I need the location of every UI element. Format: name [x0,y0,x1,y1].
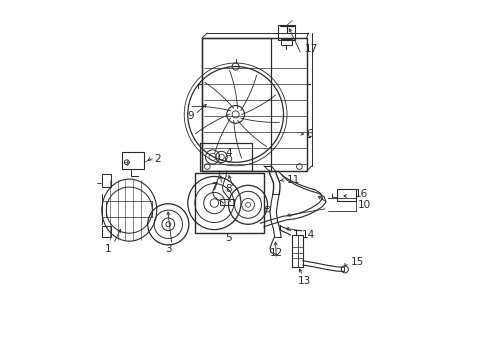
Bar [102,226,111,237]
Text: 3: 3 [164,244,171,254]
Text: 12: 12 [269,248,283,258]
Text: 16: 16 [354,189,367,199]
Text: 1: 1 [104,244,111,254]
Text: 13: 13 [298,276,311,286]
Bar [202,38,270,171]
Text: 8: 8 [225,184,231,194]
Text: 11: 11 [286,175,300,185]
Bar [200,143,251,171]
Bar [122,152,144,169]
Text: 7: 7 [211,182,217,192]
Bar [202,38,306,171]
Text: 2: 2 [154,154,161,164]
Text: 6: 6 [306,129,312,139]
Text: 17: 17 [304,44,317,54]
Bar [219,199,233,205]
Text: 5: 5 [225,234,231,243]
Bar [102,174,111,187]
Bar [281,39,291,45]
Text: 14: 14 [301,230,314,240]
Bar [336,189,355,201]
Bar [195,173,264,233]
Text: 9: 9 [187,111,194,121]
Bar [292,235,303,267]
Text: 10: 10 [357,200,370,210]
Text: 15: 15 [350,257,364,266]
Bar [278,25,295,40]
Text: 4: 4 [225,148,231,158]
